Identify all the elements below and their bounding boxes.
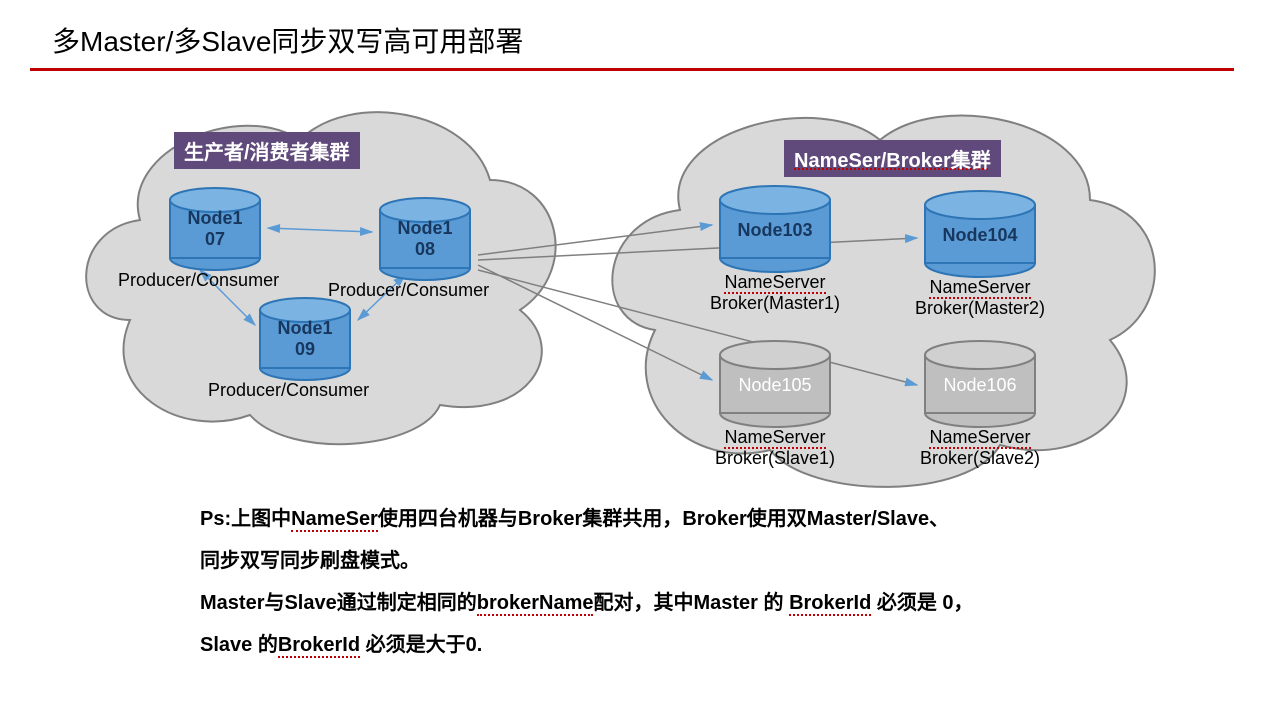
footnote-line3: Master与Slave通过制定相同的brokerName配对，其中Master… <box>200 582 1100 624</box>
node108-sublabel: Producer/Consumer <box>328 280 489 301</box>
node107-label: Node107 <box>160 208 270 250</box>
node108-label: Node108 <box>370 218 480 260</box>
node103-sub: NameServerBroker(Master1) <box>684 272 866 314</box>
right-cluster-label: NameSer/Broker集群 <box>784 140 1001 177</box>
left-cluster-label: 生产者/消费者集群 <box>174 132 360 169</box>
node105-sub: NameServerBroker(Slave1) <box>694 427 856 469</box>
node104-label: Node104 <box>925 225 1035 246</box>
node107-sublabel: Producer/Consumer <box>118 270 279 291</box>
node109-label: Node109 <box>250 318 360 360</box>
footnote-line1: Ps:上图中NameSer使用四台机器与Broker集群共用，Broker使用双… <box>200 498 1100 540</box>
node109-sublabel: Producer/Consumer <box>208 380 369 401</box>
node104-sub: NameServerBroker(Master2) <box>889 277 1071 319</box>
node105-label: Node105 <box>720 375 830 396</box>
footnote-block: Ps:上图中NameSer使用四台机器与Broker集群共用，Broker使用双… <box>200 498 1100 666</box>
node106-label: Node106 <box>925 375 1035 396</box>
node103-label: Node103 <box>720 220 830 241</box>
footnote-line4: Slave 的BrokerId 必须是大于0. <box>200 624 1100 666</box>
node106-sub: NameServerBroker(Slave2) <box>899 427 1061 469</box>
footnote-line2: 同步双写同步刷盘模式。 <box>200 540 1100 582</box>
